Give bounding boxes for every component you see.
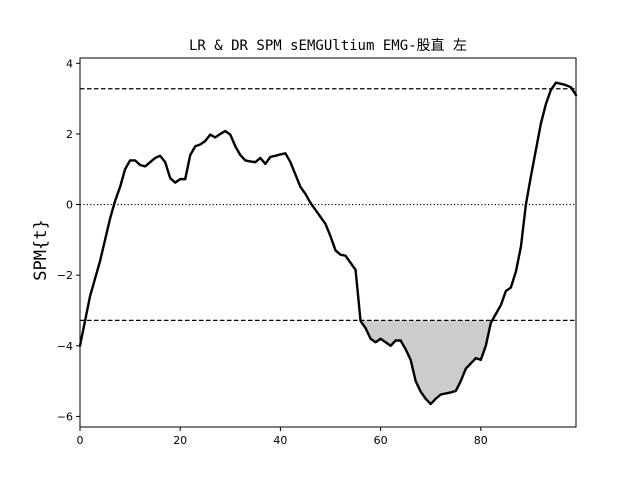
y-tick-label: 2 bbox=[66, 128, 73, 141]
y-tick-label: 0 bbox=[66, 199, 73, 212]
spm-curve bbox=[78, 81, 578, 406]
x-axis-ticks: 0 20 40 60 80 bbox=[77, 427, 488, 447]
y-tick-label: 4 bbox=[66, 57, 73, 70]
y-tick-label: −4 bbox=[57, 340, 73, 353]
x-tick-label: 40 bbox=[273, 434, 287, 447]
y-tick-label: −2 bbox=[57, 269, 73, 282]
y-axis-label: SPM{t} bbox=[31, 219, 51, 280]
x-tick-label: 20 bbox=[173, 434, 187, 447]
x-tick-label: 80 bbox=[474, 434, 488, 447]
x-tick-label: 60 bbox=[374, 434, 388, 447]
x-tick-label: 0 bbox=[77, 434, 84, 447]
plot-frame bbox=[79, 57, 577, 428]
y-axis-ticks: −6 −4 −2 0 2 4 bbox=[57, 57, 80, 423]
y-tick-label: −6 bbox=[57, 410, 73, 423]
chart-title: LR & DR SPM sEMGUltium EMG-股直 左 bbox=[189, 37, 467, 54]
plot-area bbox=[78, 81, 578, 406]
significance-cluster-fill bbox=[360, 320, 491, 405]
